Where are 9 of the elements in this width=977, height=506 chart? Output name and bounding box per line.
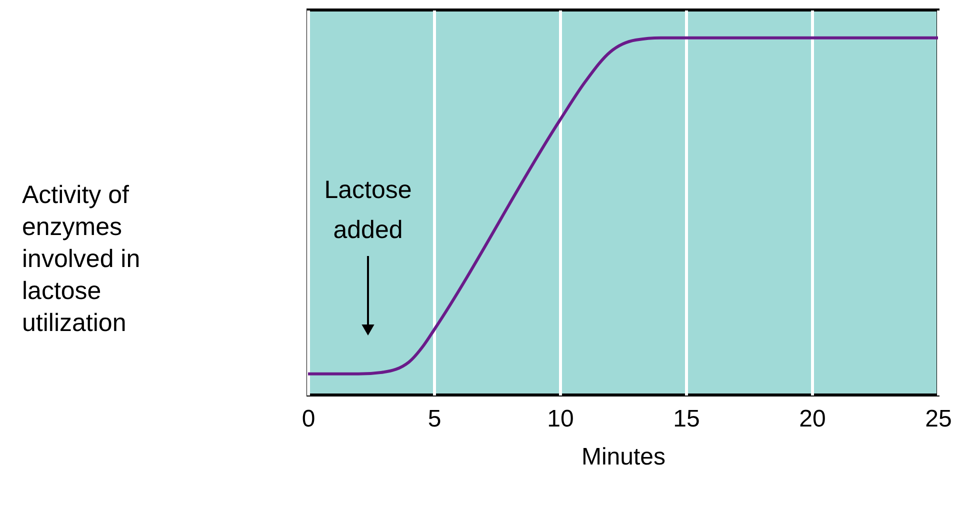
x-tick-label: 5: [428, 406, 442, 432]
annotation: Lactose added: [324, 176, 412, 244]
x-tick-label: 0: [302, 406, 316, 432]
x-tick-label: 10: [547, 406, 574, 432]
x-axis-title: Minutes: [581, 444, 666, 470]
x-tick-label: 20: [799, 406, 826, 432]
x-tick-label: 25: [925, 406, 952, 432]
x-tick-label: 15: [673, 406, 700, 432]
text: Activity of enzymes involved in lactose utilization: [22, 180, 140, 337]
